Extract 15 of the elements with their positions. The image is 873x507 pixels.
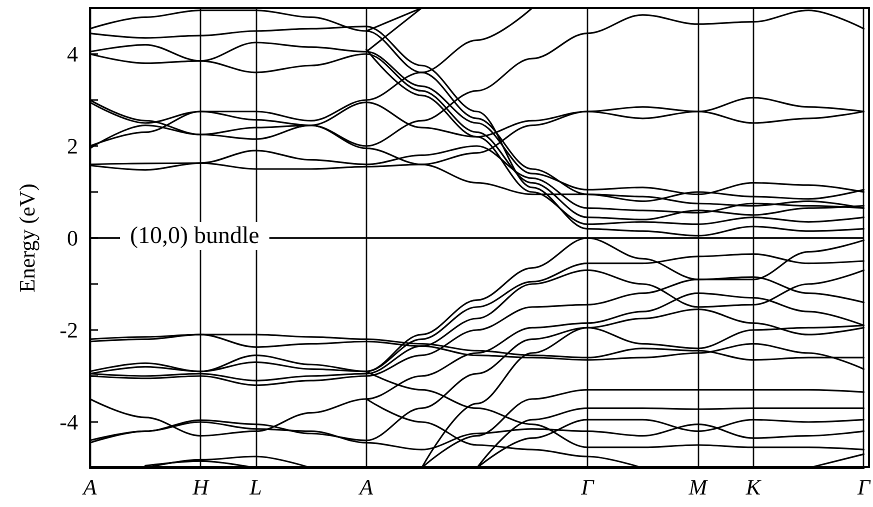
x-tick-label: L [248,474,262,500]
y-tick-label: 4 [67,42,78,66]
x-tick-label: K [744,474,762,500]
x-tick-label: H [192,474,210,500]
x-tick-label: M [688,474,709,500]
x-tick-label: A [81,474,98,500]
x-tick-label: Γ [856,474,872,500]
y-tick-label: 2 [67,134,78,158]
y-axis-title: Energy (eV) [14,184,40,292]
y-tick-label: -2 [60,318,78,342]
annotation: (10,0) bundle [130,223,260,249]
y-tick-label: -4 [60,410,78,434]
y-tick-label: 0 [67,226,78,250]
x-tick-label: Γ [580,474,596,500]
x-tick-label: A [358,474,374,500]
